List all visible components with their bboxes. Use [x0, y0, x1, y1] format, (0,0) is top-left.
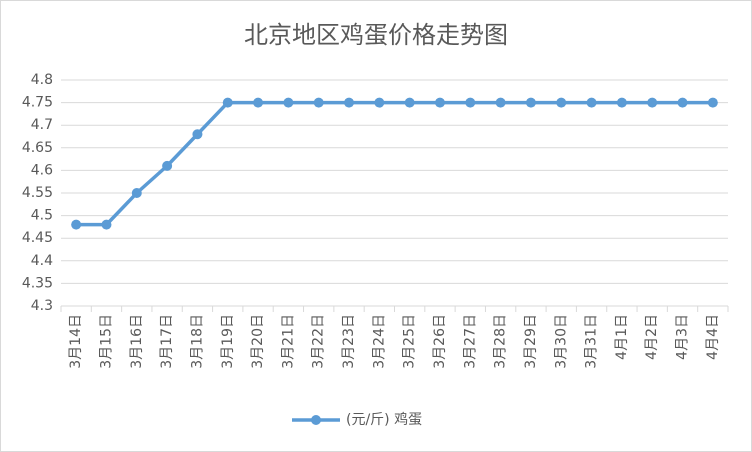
y-tick-label: 4.7 — [31, 117, 53, 133]
data-point — [222, 97, 233, 108]
data-point — [586, 97, 597, 108]
data-point — [313, 97, 324, 108]
x-tick-label: 3月20日 — [250, 314, 266, 369]
data-point — [131, 188, 142, 198]
data-point — [556, 97, 567, 108]
y-tick-label: 4.35 — [22, 275, 53, 291]
data-point — [71, 219, 82, 230]
x-tick-label: 3月27日 — [462, 314, 478, 369]
legend-label: (元/斤) 鸡蛋 — [346, 411, 422, 428]
x-tick-label: 3月15日 — [98, 314, 114, 369]
x-tick-label: 3月16日 — [129, 314, 145, 369]
data-point — [707, 97, 718, 108]
x-tick-label: 3月31日 — [584, 314, 600, 369]
x-tick-label: 3月21日 — [280, 314, 296, 369]
x-tick-label: 4月4日 — [705, 314, 721, 360]
data-line — [76, 100, 713, 227]
x-tick-label: 3月30日 — [553, 314, 569, 369]
y-tick-label: 4.65 — [22, 140, 53, 156]
data-point — [616, 97, 627, 108]
y-tick-label: 4.5 — [31, 208, 53, 224]
data-point — [192, 129, 203, 140]
x-tick-label: 3月25日 — [402, 314, 418, 369]
x-tick-label: 3月22日 — [311, 314, 327, 369]
data-point — [525, 97, 536, 108]
data-point — [253, 97, 264, 108]
x-tick-label: 3月26日 — [432, 314, 448, 369]
data-point — [495, 97, 506, 108]
x-tick-label: 3月17日 — [159, 314, 175, 369]
x-tick-label: 4月2日 — [644, 314, 660, 360]
y-tick-label: 4.75 — [22, 95, 53, 111]
x-tick-label: 4月3日 — [675, 314, 691, 360]
x-tick-label: 3月29日 — [523, 314, 539, 369]
legend-marker — [311, 415, 321, 425]
x-tick-label: 3月24日 — [371, 314, 387, 369]
y-tick-label: 4.4 — [31, 253, 53, 269]
data-point — [647, 97, 658, 108]
y-tick-label: 4.45 — [22, 230, 53, 246]
data-point — [677, 97, 688, 108]
data-point — [283, 97, 294, 108]
x-tick-label: 3月23日 — [341, 314, 357, 369]
y-tick-label: 4.6 — [31, 162, 53, 178]
y-tick-label: 4.3 — [31, 298, 53, 314]
chart-title: 北京地区鸡蛋价格走势图 — [244, 21, 508, 49]
x-tick-label: 3月14日 — [68, 314, 84, 369]
data-point — [162, 160, 173, 171]
data-point — [101, 219, 112, 230]
x-tick-label: 3月19日 — [220, 314, 236, 369]
x-tick-label: 3月28日 — [493, 314, 509, 369]
data-point — [344, 97, 355, 108]
data-point — [374, 97, 385, 108]
data-point — [434, 97, 445, 108]
data-point — [404, 97, 415, 108]
x-tick-label: 3月18日 — [189, 314, 205, 369]
x-tick-label: 4月1日 — [614, 314, 630, 360]
y-tick-label: 4.55 — [22, 185, 53, 201]
y-tick-label: 4.8 — [31, 72, 53, 88]
data-point — [465, 97, 476, 108]
